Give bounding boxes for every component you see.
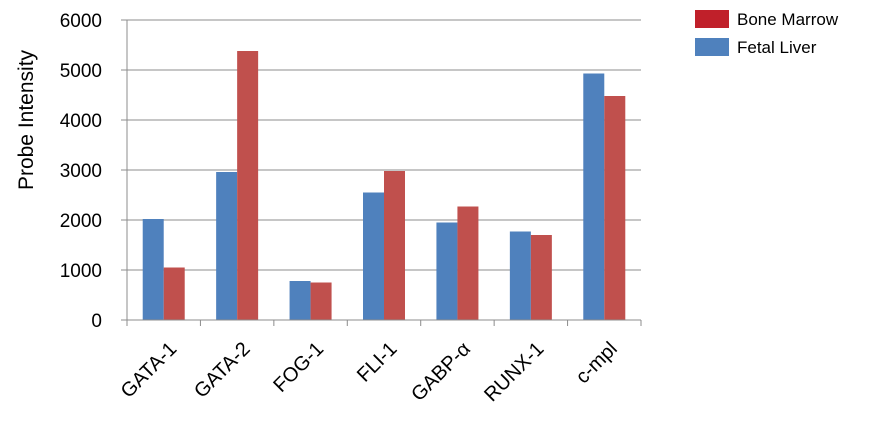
bar-bone-marrow — [163, 267, 185, 320]
y-tick-label: 6000 — [60, 11, 102, 32]
y-axis-title: Probe Intensity — [15, 49, 38, 190]
y-tick-label: 0 — [91, 311, 102, 332]
bar-bone-marrow — [457, 206, 479, 320]
y-tick-label: 5000 — [60, 61, 102, 82]
legend-label: Fetal Liver — [737, 38, 817, 57]
bar-fetal-liver — [289, 281, 311, 320]
bar-fetal-liver — [142, 219, 164, 320]
axes — [121, 19, 642, 326]
bar-bone-marrow — [310, 282, 332, 320]
x-category-label: RUNX-1 — [480, 338, 548, 406]
x-category-label: GABP-α — [407, 338, 475, 406]
y-tick-label: 3000 — [60, 161, 102, 182]
bar-fetal-liver — [509, 231, 531, 320]
bar-fetal-liver — [436, 222, 458, 320]
bar-fetal-liver — [216, 172, 238, 320]
x-category-label: GATA-2 — [190, 338, 255, 403]
bar-fetal-liver — [583, 73, 605, 320]
y-tick-label: 1000 — [60, 261, 102, 282]
bar-bone-marrow — [237, 51, 259, 320]
gridlines — [127, 19, 641, 271]
y-tick-labels: 0 1000 2000 3000 4000 5000 6000 — [60, 11, 102, 332]
bar-bone-marrow — [604, 96, 626, 320]
legend-swatch — [695, 38, 729, 56]
bar-bone-marrow — [530, 235, 552, 320]
x-category-label: c-mpl — [572, 338, 622, 388]
y-tick-label: 2000 — [60, 211, 102, 232]
x-category-label: GATA-1 — [117, 338, 182, 403]
bar-fetal-liver — [363, 192, 384, 320]
legend: Bone Marrow Fetal Liver — [695, 10, 839, 57]
legend-label: Bone Marrow — [737, 10, 839, 29]
bar-bone-marrow — [384, 171, 405, 320]
x-category-labels: GATA-1 GATA-2 FOG-1 FLI-1 GABP-α RUNX-1 c-mpl — [117, 338, 622, 406]
x-category-label: FLI-1 — [353, 338, 402, 387]
x-category-label: FOG-1 — [269, 338, 328, 397]
bars — [142, 51, 626, 320]
y-tick-label: 4000 — [60, 111, 102, 132]
legend-swatch — [695, 10, 729, 28]
